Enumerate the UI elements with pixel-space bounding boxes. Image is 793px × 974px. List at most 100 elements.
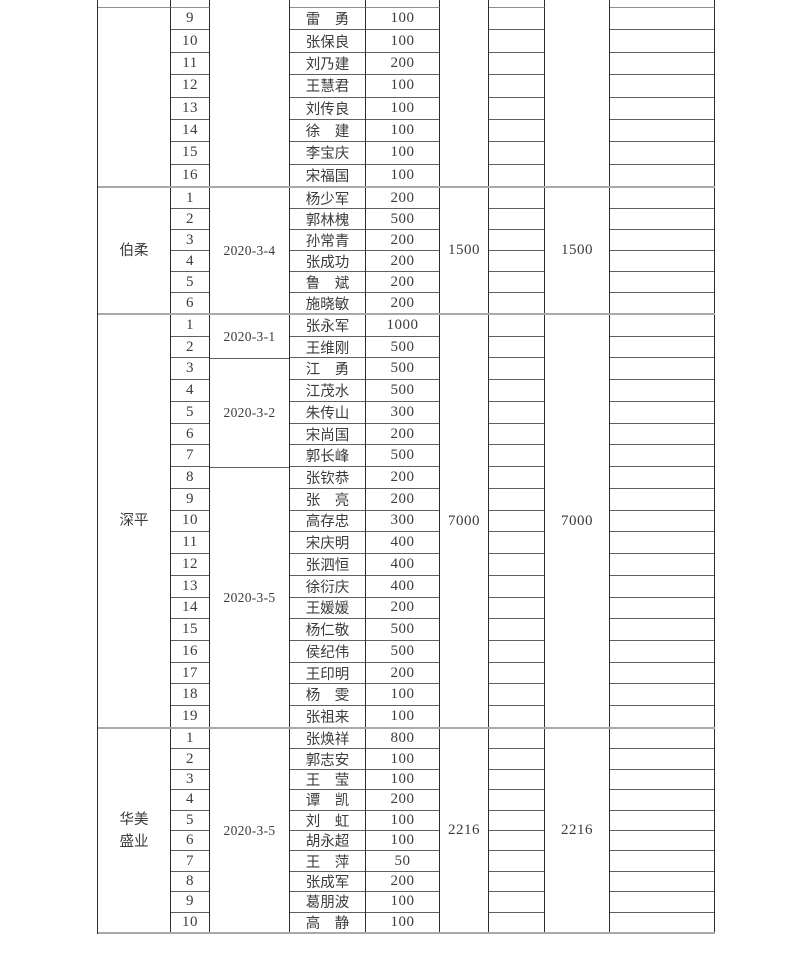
partial-cell [171, 0, 210, 8]
amount-cell: 200 [366, 872, 439, 893]
table-section: 伯柔 1 2 3 4 5 6 2020-3-4 杨少军 郭林槐 孙常青 张成功鲁 斌施晓敏 200 500… [98, 186, 715, 313]
row-index-cell: 5 [171, 811, 209, 832]
row-index-cell: 2 [171, 337, 209, 359]
amount-cell: 100 [366, 98, 439, 120]
blank-cell [489, 8, 544, 31]
donor-name-cell: 鲁 斌 [290, 272, 365, 293]
name-column: 张焕祥 郭志安王 莹谭 凯刘 虹胡永超王 萍张成军 葛朋波高 静 [290, 729, 366, 932]
blank-cell [489, 209, 544, 230]
amount-cell: 400 [366, 532, 439, 555]
amount-column: 200 500 200 200 200 200 [366, 188, 440, 313]
amount-cell: 100 [390, 708, 415, 725]
date-cell: 2020-3-2 [210, 359, 289, 469]
blank-cell [489, 165, 544, 186]
blank-cell [610, 576, 714, 598]
amount-column: 1000 500 500 500 300 200 500 200 200 300 400 400 400… [366, 315, 440, 727]
row-index-cell: 4 [171, 251, 209, 272]
blank-cell [489, 230, 544, 251]
row-index-cell: 3 [171, 230, 209, 251]
donor-name-cell: 刘 虹 [290, 811, 365, 832]
group-name-line: 深平 [119, 513, 149, 529]
row-index-cell: 8 [171, 872, 209, 893]
row-index-cell: 16 [171, 641, 209, 663]
date-column: 2020-3-4 [210, 188, 290, 313]
subtotal2-cell: 2216 [561, 822, 593, 838]
donor-name-cell: 谭 凯 [290, 790, 365, 811]
blank-cell [610, 489, 714, 511]
amount-cell: 100 [366, 811, 439, 832]
amount-cell: 200 [366, 663, 439, 685]
amount-cell: 100 [366, 749, 439, 770]
blank-cell [610, 663, 714, 685]
row-index-cell: 13 [171, 576, 209, 598]
subtotal2-cell: 7000 [561, 512, 593, 529]
blank-cell [610, 8, 714, 31]
subtotal2-column [545, 8, 610, 186]
donor-name-cell: 侯纪伟 [290, 641, 365, 663]
amount-cell: 200 [366, 790, 439, 811]
row-index-cell: 18 [171, 684, 209, 707]
blank-cell [489, 424, 544, 446]
blank-cell [610, 293, 714, 313]
row-index-cell: 6 [186, 294, 194, 311]
donor-name-cell: 宋福国 [305, 168, 350, 185]
donor-name-cell: 王慧君 [290, 75, 365, 98]
blank-cell [489, 576, 544, 598]
donor-name-cell: 郭志安 [290, 749, 365, 770]
blank-cell [489, 729, 544, 750]
blank-cell [489, 831, 544, 852]
amount-cell: 300 [366, 402, 439, 424]
blank-cell [610, 142, 714, 165]
blank-cell [610, 511, 714, 533]
amount-cell: 200 [366, 53, 439, 76]
donor-name-cell: 孙常青 [290, 230, 365, 251]
donor-name-cell: 杨少军 [290, 188, 365, 209]
donor-name-cell: 张永军 [290, 315, 365, 337]
group-cell: 华美 盛业 [98, 729, 170, 932]
row-index-cell: 11 [171, 53, 209, 76]
subtotal-column: 1500 [440, 188, 489, 313]
row-index-cell: 10 [171, 511, 209, 533]
row-index-cell: 5 [171, 402, 209, 424]
blank-cell [489, 489, 544, 511]
date-cell: 2020-3-4 [223, 242, 276, 258]
partial-cell [489, 0, 545, 8]
blank-cell [489, 663, 544, 685]
subtotal-cell: 1500 [448, 242, 480, 258]
blank-cell [489, 892, 544, 913]
row-index-cell: 3 [171, 358, 209, 381]
amount-cell: 500 [366, 380, 439, 402]
blank-cell [489, 511, 544, 533]
row-index-cell: 1 [171, 729, 209, 750]
blank-cell [610, 98, 714, 120]
blank-cell [489, 293, 544, 313]
donor-name-cell: 雷 勇 [290, 8, 365, 31]
donor-name-cell: 王媛媛 [290, 598, 365, 620]
donor-name-cell: 徐 建 [290, 120, 365, 143]
partial-cell [610, 0, 715, 8]
donor-name-cell: 葛朋波 [290, 892, 365, 913]
blank-cell [489, 272, 544, 293]
amount-cell: 100 [366, 892, 439, 913]
blank-cell [610, 53, 714, 76]
amount-cell: 100 [366, 142, 439, 165]
blank-cell [489, 315, 544, 337]
amount-cell: 200 [366, 424, 439, 446]
blank-cell [610, 770, 714, 791]
donor-name-cell: 张泗恒 [290, 554, 365, 576]
amount-cell: 100 [366, 30, 439, 53]
blank-cell [610, 729, 714, 750]
blank-cell [489, 790, 544, 811]
blank-cell [610, 75, 714, 98]
group-name-line: 盛业 [119, 833, 149, 850]
blank-cell [489, 188, 544, 209]
blank-cell [610, 230, 714, 251]
donor-name-cell: 郭长峰 [290, 445, 365, 468]
amount-cell: 200 [366, 251, 439, 272]
row-index-cell: 3 [171, 770, 209, 791]
blank-cell [610, 165, 714, 186]
subtotal2-column: 2216 [545, 729, 610, 932]
row-index-cell: 9 [171, 892, 209, 913]
blank-cell [610, 872, 714, 893]
